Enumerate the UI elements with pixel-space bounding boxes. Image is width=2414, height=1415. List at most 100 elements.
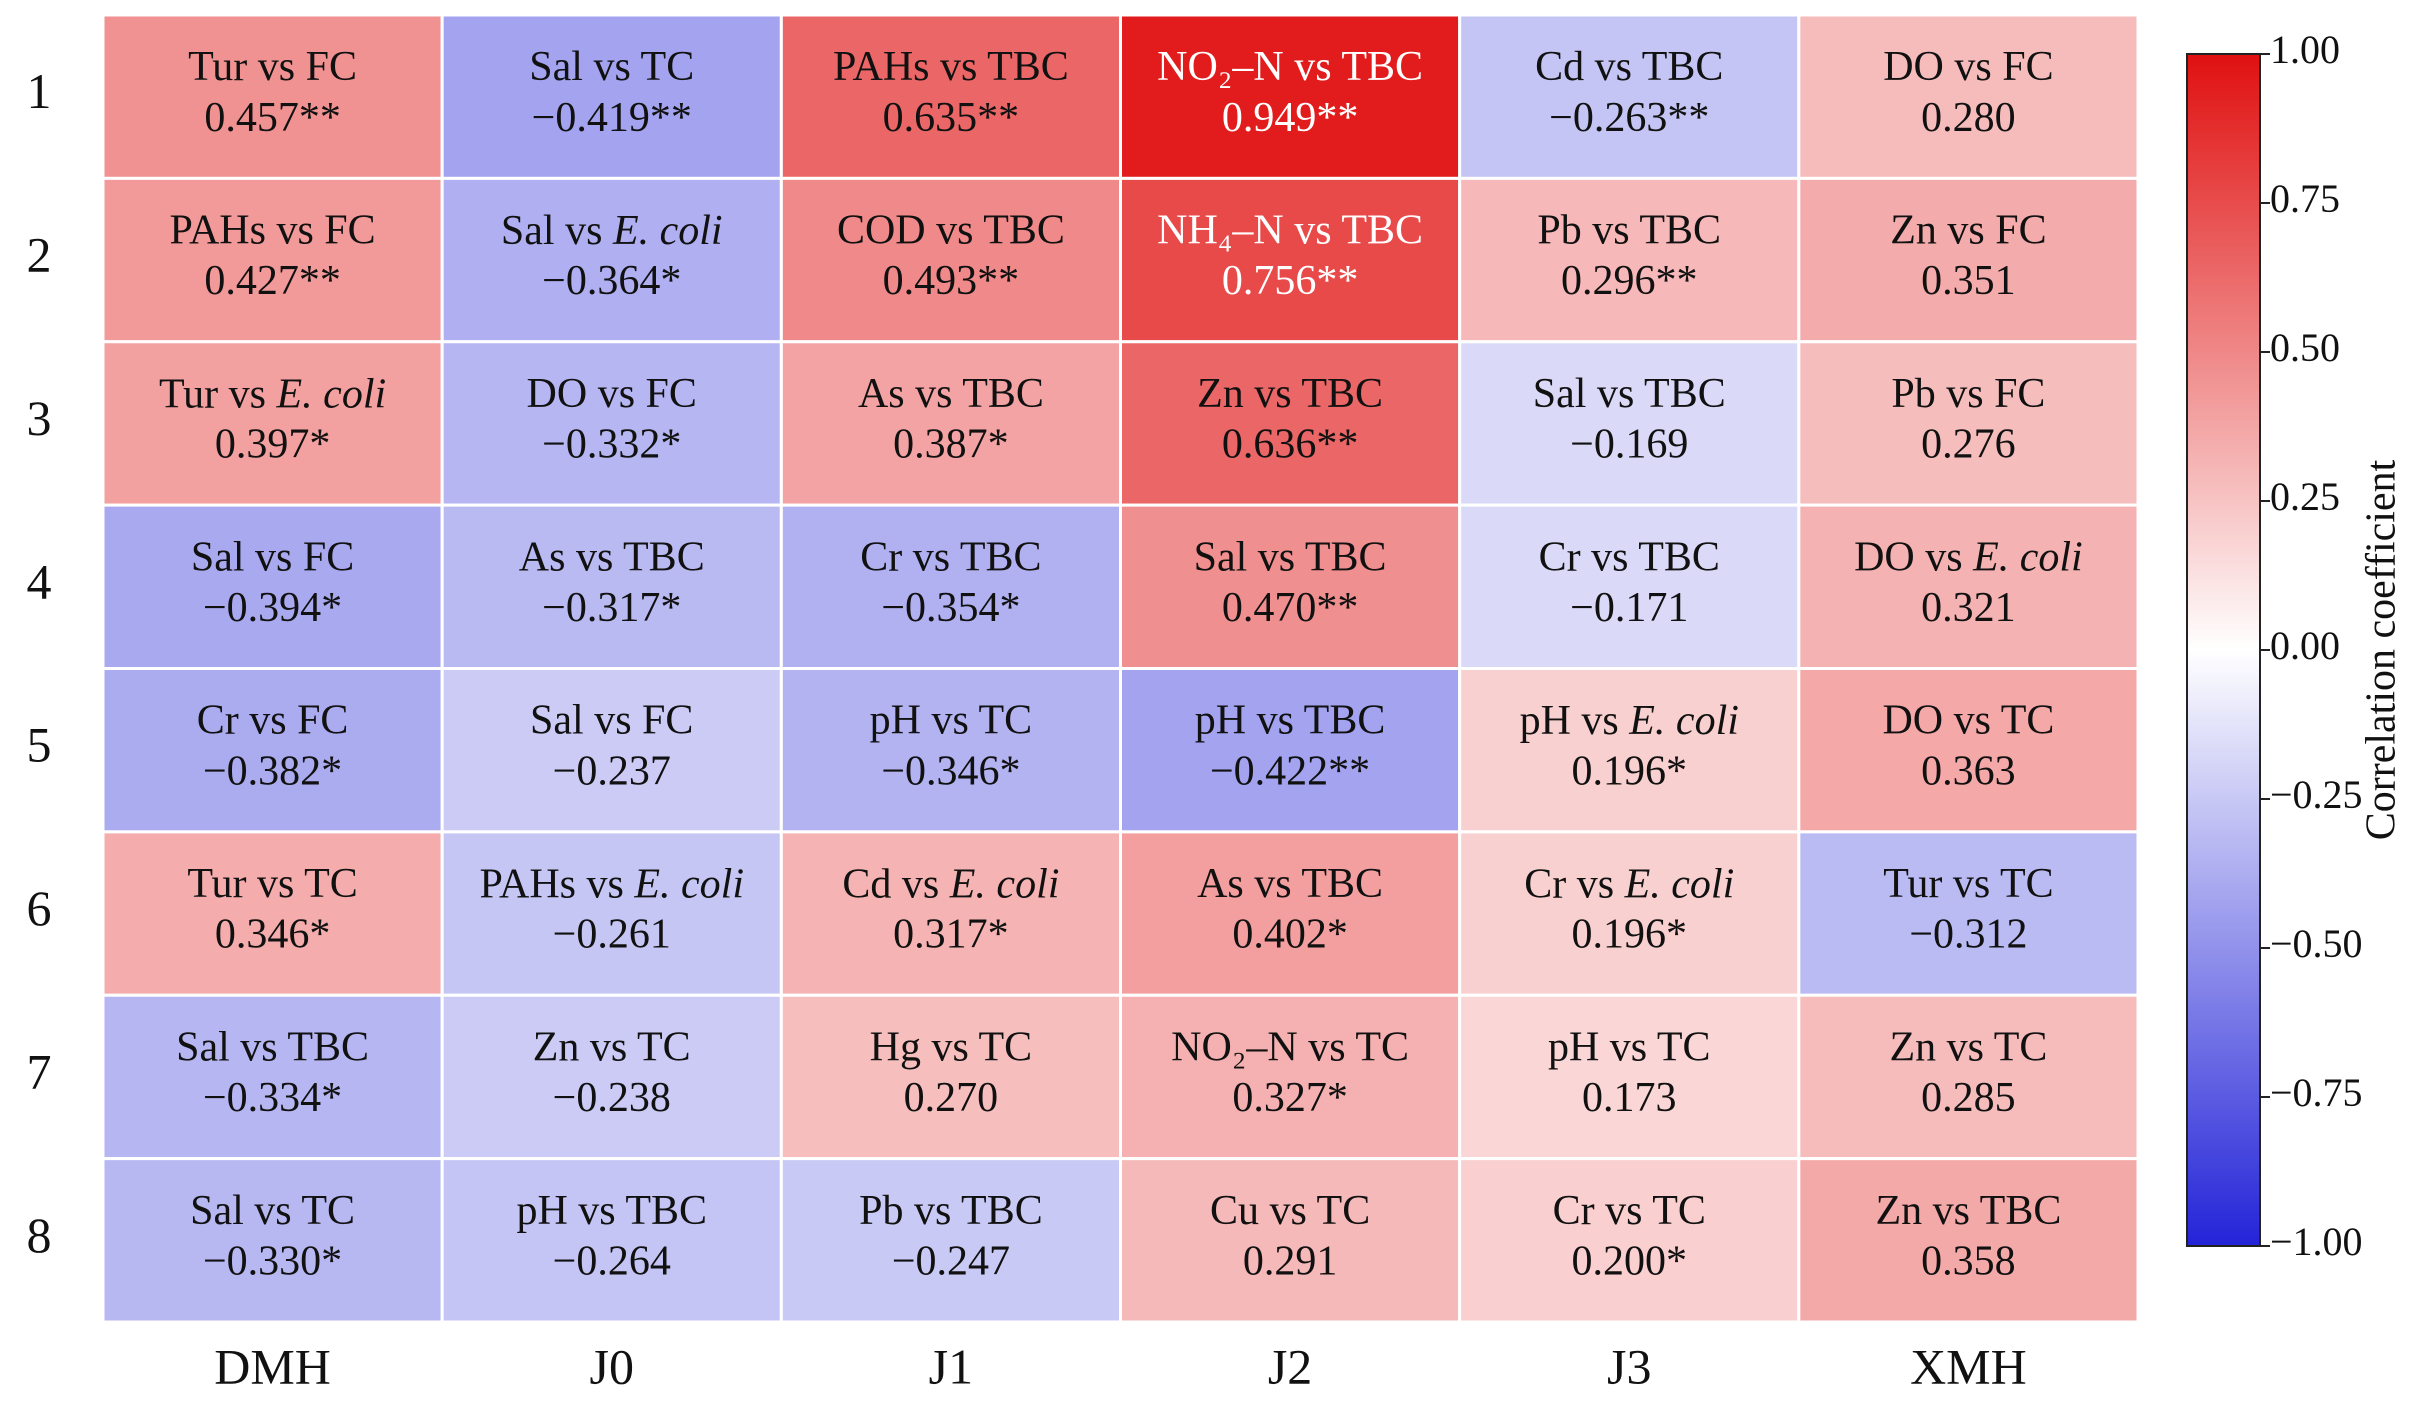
heatmap-cell — [779, 993, 1122, 1161]
colorbar-tick-label: 1.00 — [2270, 27, 2340, 72]
cell-label: Sal vs TC — [190, 1188, 355, 1234]
cell-value: −0.330* — [203, 1238, 342, 1284]
cell-label: PAHs vs FC — [169, 208, 375, 254]
cell-value: 0.196* — [1572, 748, 1688, 794]
cell-value: 0.756** — [1222, 258, 1359, 304]
heatmap-cell — [779, 503, 1122, 670]
cell-value: −0.263** — [1549, 95, 1709, 141]
cell-value: −0.312 — [1909, 912, 2027, 958]
y-tick-label: 5 — [27, 717, 52, 773]
cell-label: Cr vs TC — [1553, 1188, 1706, 1234]
heatmap-cell — [1458, 667, 1801, 834]
heatmap-cell — [1797, 503, 2140, 670]
cell-label: Zn vs FC — [1890, 208, 2046, 254]
y-tick-label: 4 — [27, 553, 52, 609]
cell-label: Cr vs TBC — [860, 534, 1041, 580]
cell-value: −0.382* — [203, 748, 342, 794]
heatmap-cell — [440, 503, 783, 670]
cell-value: 0.321 — [1921, 585, 2016, 631]
cell-value: −0.171 — [1570, 585, 1688, 631]
cell-label: Cu vs TC — [1210, 1188, 1370, 1234]
y-tick-label: 2 — [27, 227, 52, 283]
colorbar-tick-label: 0.75 — [2270, 176, 2340, 221]
x-tick-label: DMH — [214, 1338, 331, 1394]
cell-label: PAHs vs TBC — [833, 44, 1069, 90]
cell-label: Pb vs TBC — [859, 1188, 1043, 1234]
cell-label: Pb vs TBC — [1537, 208, 1721, 254]
cell-label: Sal vs TC — [529, 44, 694, 90]
cell-value: 0.270 — [904, 1075, 999, 1121]
heatmap-cell — [779, 667, 1122, 834]
cell-label: DO vs FC — [527, 371, 697, 417]
colorbar-tick-label: −1.00 — [2270, 1219, 2363, 1264]
heatmap-cell — [440, 340, 783, 507]
cell-label: Cd vs TBC — [1535, 44, 1723, 90]
cell-label: Cr vs FC — [197, 698, 349, 744]
cell-value: −0.332* — [542, 422, 681, 468]
y-tick-label: 8 — [27, 1207, 52, 1263]
cell-value: 0.317* — [893, 912, 1009, 958]
heatmap-cell — [1119, 1157, 1462, 1324]
cell-label: COD vs TBC — [837, 208, 1065, 254]
cell-value: −0.169 — [1570, 422, 1688, 468]
cell-label: As vs TBC — [519, 534, 705, 580]
cell-label: Tur vs E. coli — [159, 371, 386, 417]
cell-label: NH₄–N vs TBC — [1157, 208, 1423, 254]
cell-value: 0.351 — [1921, 258, 2016, 304]
heatmap-cell — [1119, 993, 1462, 1161]
cell-label: As vs TBC — [1197, 861, 1383, 907]
cell-label: Pb vs FC — [1891, 371, 2045, 417]
cell-value: −0.264 — [553, 1238, 671, 1284]
cell-label: Sal vs FC — [191, 534, 354, 580]
cell-value: 0.296** — [1561, 258, 1698, 304]
cell-label: Sal vs FC — [530, 698, 693, 744]
heatmap-cell — [1797, 340, 2140, 507]
heatmap-cell — [1458, 340, 1801, 507]
heatmap-cell — [1797, 993, 2140, 1161]
cell-label: Zn vs TC — [533, 1024, 691, 1070]
colorbar-tick-label: 0.25 — [2270, 474, 2340, 519]
cell-label: pH vs TC — [870, 698, 1033, 744]
heatmap-cell — [101, 993, 444, 1161]
heatmap-cell — [1119, 503, 1462, 670]
cell-label: pH vs TBC — [1195, 698, 1386, 744]
cell-value: 0.949** — [1222, 95, 1359, 141]
cell-value: −0.346* — [881, 748, 1020, 794]
heatmap-cell — [440, 176, 783, 344]
heatmap-cell — [101, 340, 444, 507]
colorbar-tick-label: 0.50 — [2270, 325, 2340, 370]
colorbar-tick-label: −0.75 — [2270, 1070, 2363, 1115]
heatmap-cell — [1458, 1157, 1801, 1324]
cell-label: Tur vs FC — [188, 44, 357, 90]
cell-value: 0.635** — [883, 95, 1020, 141]
cell-label: Hg vs TC — [870, 1024, 1033, 1070]
x-tick-label: J1 — [929, 1338, 973, 1394]
cell-label: DO vs TC — [1882, 698, 2054, 744]
cell-value: 0.346* — [215, 912, 331, 958]
heatmap-cell — [1458, 830, 1801, 997]
cell-label: Cr vs E. coli — [1524, 861, 1734, 907]
heatmap-cell — [101, 503, 444, 670]
cell-label: Cr vs TBC — [1539, 534, 1720, 580]
colorbar-tick-label: −0.25 — [2270, 772, 2363, 817]
cell-value: −0.334* — [203, 1075, 342, 1121]
heatmap-cell — [440, 13, 783, 180]
x-tick-label: XMH — [1910, 1338, 2027, 1394]
heatmap-cell — [440, 993, 783, 1161]
cell-label: Zn vs TC — [1889, 1024, 2047, 1070]
cell-label: Sal vs E. coli — [501, 208, 723, 254]
cell-label: NO₂–N vs TC — [1171, 1024, 1409, 1070]
cell-value: 0.291 — [1243, 1238, 1338, 1284]
cell-value: −0.261 — [553, 912, 671, 958]
cell-label: pH vs TBC — [516, 1188, 707, 1234]
heatmap-cell — [779, 1157, 1122, 1324]
colorbar-title: Correlation coefficient — [2359, 459, 2405, 840]
cell-label: DO vs E. coli — [1854, 534, 2083, 580]
heatmap-cell — [1458, 13, 1801, 180]
heatmap-cell — [1797, 667, 2140, 834]
cell-value: −0.317* — [542, 585, 681, 631]
heatmap-cell — [779, 13, 1122, 180]
cell-value: −0.419** — [532, 95, 692, 141]
cell-value: 0.173 — [1582, 1075, 1677, 1121]
